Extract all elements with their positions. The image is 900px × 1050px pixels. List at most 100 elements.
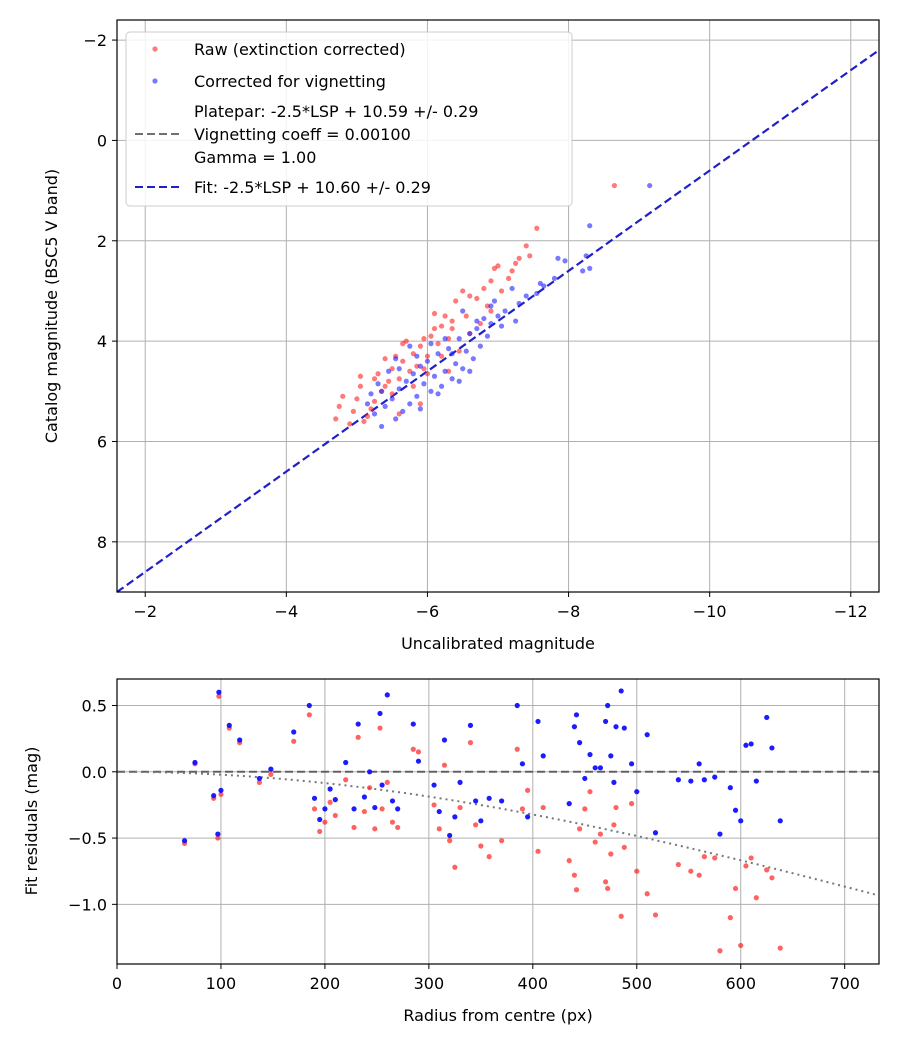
raw-residual-point (499, 838, 505, 844)
raw-residual-point (652, 912, 659, 918)
corrected-point (488, 303, 494, 309)
bottom-x-tick-label: 400 (518, 974, 549, 993)
vignetting-curve (117, 770, 879, 897)
top-x-axis-label: Uncalibrated magnitude (401, 634, 595, 653)
corrected-point (400, 408, 406, 414)
corrected-residual-point (256, 775, 263, 782)
corrected-residual-point (291, 729, 297, 735)
raw-residual-point (727, 915, 733, 921)
legend-platepar-line-3: Gamma = 1.00 (194, 148, 316, 167)
raw-point (438, 323, 445, 329)
corrected-residual-point (216, 689, 222, 695)
raw-residual-point (478, 843, 484, 849)
legend-raw-marker (152, 46, 158, 52)
raw-point (424, 353, 431, 359)
raw-point (333, 416, 339, 422)
top-x-tick-label: −6 (416, 602, 440, 621)
residuals-plot: 0 100 200 300 400 500 600 700 0.5 0.0 −0.5 −1.0 Rad… (22, 678, 880, 1025)
corrected-point (477, 343, 483, 349)
corrected-point (467, 330, 473, 337)
corrected-point (424, 358, 431, 364)
raw-point (474, 295, 480, 302)
raw-residual-point (605, 885, 611, 892)
corrected-residual-point (608, 753, 614, 759)
corrected-point (446, 346, 452, 352)
corrected-point (396, 386, 402, 392)
corrected-residual-point (211, 793, 217, 799)
raw-residual-point (738, 942, 744, 949)
corrected-residual-point (351, 806, 357, 812)
corrected-point (456, 336, 462, 342)
corrected-residual-point (410, 721, 416, 727)
bottom-x-tick-label: 300 (414, 974, 445, 993)
corrected-point (555, 255, 561, 261)
legend-platepar-line-2: Vignetting coeff = 0.00100 (194, 125, 411, 144)
raw-residual-point (467, 740, 474, 746)
raw-point (488, 308, 494, 314)
corrected-residual-point (452, 814, 458, 820)
legend-box (125, 31, 573, 207)
raw-point (611, 182, 618, 189)
raw-point (431, 310, 438, 317)
corrected-residual-point (436, 808, 442, 815)
corrected-point (470, 356, 476, 362)
raw-residual-point (473, 822, 479, 828)
raw-residual-point (457, 804, 463, 811)
raw-residual-point (628, 801, 635, 807)
corrected-residual-point (675, 777, 681, 783)
corrected-residual-point (377, 710, 383, 717)
raw-point (375, 371, 381, 377)
corrected-point (386, 368, 392, 374)
corrected-point (368, 391, 374, 397)
corrected-point (481, 315, 487, 322)
bottom-y-tick-label: −0.5 (68, 829, 107, 848)
corrected-point (421, 381, 427, 387)
corrected-residual-point (192, 759, 198, 766)
corrected-point (435, 391, 441, 397)
corrected-point (449, 351, 455, 357)
raw-residual-point (372, 826, 378, 832)
raw-point (453, 298, 459, 304)
corrected-residual-point (389, 798, 396, 804)
corrected-point (378, 423, 385, 430)
bottom-axes-frame (116, 678, 880, 965)
corrected-point (502, 308, 508, 314)
raw-residual-point (587, 789, 593, 795)
corrected-residual-point (519, 761, 526, 767)
raw-point (386, 378, 392, 384)
raw-residual-point (753, 895, 759, 901)
raw-residual-point (291, 738, 297, 744)
top-y-axis-label: Catalog magnitude (BSC5 V band) (42, 169, 61, 443)
raw-residual-point (701, 854, 707, 860)
raw-residual-point (311, 806, 318, 812)
raw-residual-point (611, 822, 617, 828)
raw-residual-point (486, 854, 492, 860)
corrected-residual-point (395, 806, 401, 812)
corrected-point (513, 318, 519, 324)
corrected-residual-point (355, 721, 361, 727)
bottom-points-layer (181, 688, 783, 954)
corrected-point (403, 378, 409, 384)
corrected-residual-point (181, 838, 188, 844)
raw-residual-point (384, 779, 390, 785)
corrected-point (580, 268, 586, 274)
corrected-point (414, 353, 420, 359)
corrected-point (474, 325, 480, 332)
raw-residual-point (577, 826, 583, 832)
corrected-residual-point (743, 742, 749, 748)
raw-residual-point (436, 826, 442, 832)
raw-point (350, 408, 356, 414)
corrected-point (647, 182, 653, 189)
raw-residual-point (573, 887, 580, 893)
corrected-point (491, 298, 498, 304)
raw-point (442, 313, 448, 319)
corrected-point (393, 416, 399, 422)
corrected-point (456, 378, 462, 384)
raw-point (417, 401, 423, 407)
raw-residual-point (597, 831, 603, 837)
raw-residual-point (592, 839, 598, 845)
bottom-ticks: 0 100 200 300 400 500 600 700 0.5 0.0 −0.5 −1.0 (68, 697, 860, 993)
corrected-residual-point (332, 797, 338, 803)
corrected-point (438, 383, 445, 389)
raw-point (491, 265, 498, 271)
